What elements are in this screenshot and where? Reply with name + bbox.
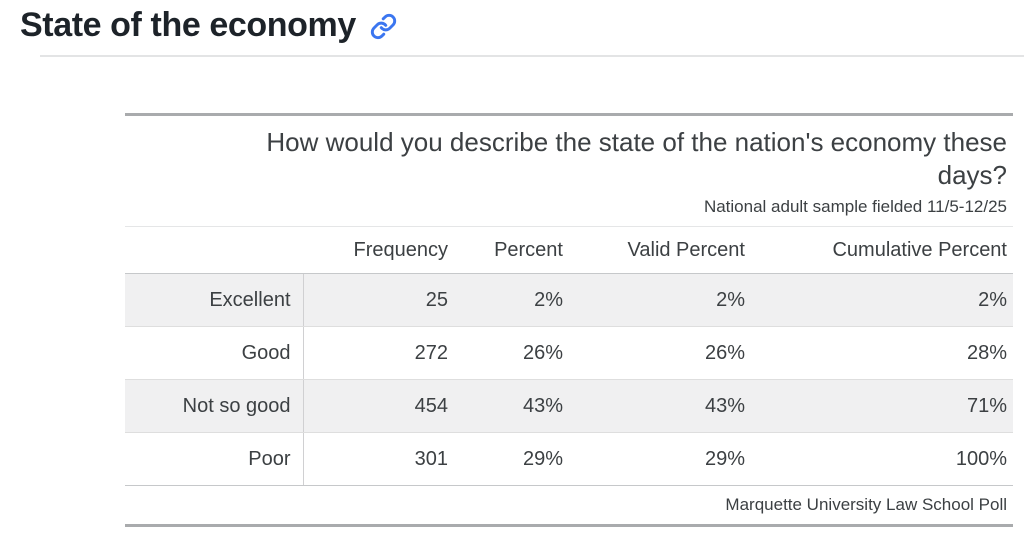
column-header-percent: Percent xyxy=(460,225,575,274)
cell-not-so-good-percent: 43% xyxy=(460,379,575,433)
cell-good-frequency: 272 xyxy=(303,326,460,380)
cell-not-so-good-cumulative-percent: 71% xyxy=(757,379,1013,433)
cell-good-valid-percent: 26% xyxy=(575,326,757,380)
table-row: Not so good 454 43% 43% 71% xyxy=(125,379,1013,433)
cell-not-so-good-frequency: 454 xyxy=(303,379,460,433)
header-divider xyxy=(40,54,1024,57)
cell-poor-valid-percent: 29% xyxy=(575,432,757,486)
column-header-cumulative-percent: Cumulative Percent xyxy=(757,225,1013,274)
cell-poor-frequency: 301 xyxy=(303,432,460,486)
cell-excellent-frequency: 25 xyxy=(303,273,460,327)
table-row: Excellent 25 2% 2% 2% xyxy=(125,273,1013,327)
row-label-not-so-good: Not so good xyxy=(125,379,304,433)
link-icon xyxy=(370,13,397,40)
cell-not-so-good-valid-percent: 43% xyxy=(575,379,757,433)
cell-good-percent: 26% xyxy=(460,326,575,380)
section-anchor-link[interactable] xyxy=(370,13,397,40)
table-source: Marquette University Law School Poll xyxy=(725,494,1007,514)
row-label-excellent: Excellent xyxy=(125,273,304,327)
column-header-frequency: Frequency xyxy=(303,225,460,274)
cell-excellent-cumulative-percent: 2% xyxy=(757,273,1013,327)
cell-excellent-percent: 2% xyxy=(460,273,575,327)
cell-poor-percent: 29% xyxy=(460,432,575,486)
page-header: State of the economy xyxy=(0,0,1024,57)
column-header-valid-percent: Valid Percent xyxy=(575,225,757,274)
frequency-table-card: How would you describe the state of the … xyxy=(125,112,1013,527)
table-caption: How would you describe the state of the … xyxy=(266,126,1007,190)
column-header-empty xyxy=(125,225,303,274)
table-header-row: Frequency Percent Valid Percent Cumulati… xyxy=(125,225,1013,274)
table-subtitle: National adult sample fielded 11/5-12/25 xyxy=(703,196,1007,216)
table-row: Good 272 26% 26% 28% xyxy=(125,326,1013,380)
row-label-poor: Poor xyxy=(125,432,304,486)
table-row: Poor 301 29% 29% 100% xyxy=(125,432,1013,486)
page-title: State of the economy xyxy=(20,6,356,44)
frequency-table: Frequency Percent Valid Percent Cumulati… xyxy=(125,225,1013,524)
row-label-good: Good xyxy=(125,326,304,380)
cell-poor-cumulative-percent: 100% xyxy=(757,432,1013,486)
cell-excellent-valid-percent: 2% xyxy=(575,273,757,327)
cell-good-cumulative-percent: 28% xyxy=(757,326,1013,380)
